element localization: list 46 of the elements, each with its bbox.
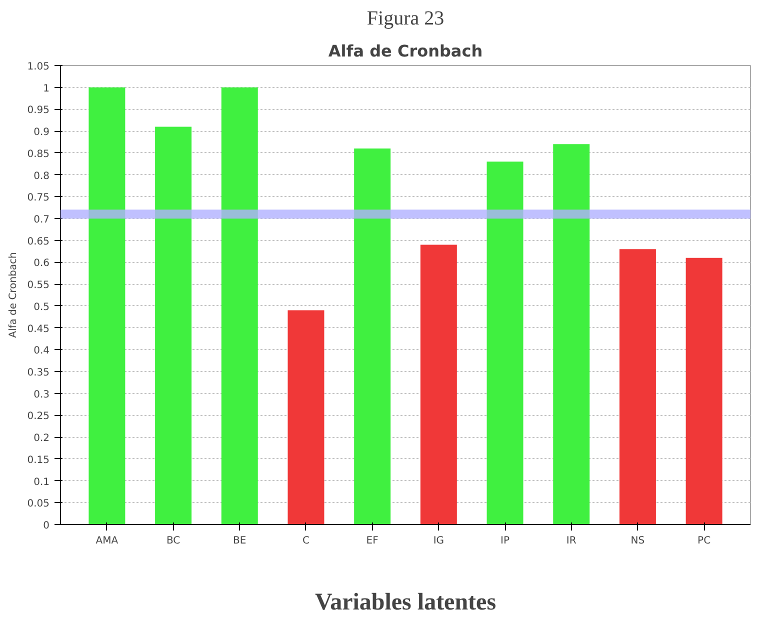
y-tick-label: 0.75	[27, 192, 50, 204]
x-tick-label: IP	[500, 536, 510, 546]
y-tick-label: 0.55	[27, 280, 50, 292]
x-tick-label: BE	[233, 536, 246, 546]
x-tick-label: PC	[698, 536, 711, 546]
y-axis-title: Alfa de Cronbach	[8, 252, 20, 338]
x-tick-label: BC	[166, 536, 180, 546]
x-tick-label: IR	[566, 536, 576, 546]
x-tick-label: AMA	[96, 536, 118, 546]
y-tick-label: 0.7	[34, 214, 50, 226]
x-tick-label: EF	[366, 536, 379, 546]
y-tick-label: 1	[43, 83, 50, 94]
x-tick-label: IG	[433, 536, 444, 546]
y-tick-label: 0.3	[34, 389, 50, 400]
bar	[288, 310, 324, 524]
y-tick-label: 0.25	[27, 411, 50, 422]
bar	[486, 162, 524, 524]
y-tick-label: 0.4	[34, 346, 50, 357]
y-tick-label: 0.9	[34, 127, 50, 138]
bar	[88, 87, 126, 524]
y-tick-label: 0.1	[34, 476, 50, 488]
bar	[155, 126, 192, 524]
chart-subtitle: Alfa de Cronbach	[328, 42, 483, 60]
y-tick-label: 0.05	[27, 498, 50, 510]
y-tick-label: 0.45	[27, 324, 50, 335]
y-tick-label: 0.95	[27, 105, 50, 116]
y-tick-label: 0.85	[27, 148, 50, 160]
y-tick-label: 0.8	[34, 170, 50, 182]
bar	[420, 244, 457, 524]
x-axis-title: Variables latentes	[314, 590, 496, 616]
y-tick-label: 0.15	[27, 454, 50, 466]
chart-title: Figura 23	[366, 8, 444, 30]
bar	[619, 249, 656, 524]
bar	[553, 144, 590, 524]
x-tick-label: C	[302, 536, 310, 546]
y-tick-label: 0.35	[27, 368, 50, 378]
y-tick-label: 0.5	[34, 302, 50, 313]
y-tick-label: 0.6	[34, 258, 50, 270]
bar	[221, 87, 258, 524]
x-tick-label: NS	[630, 536, 645, 546]
y-tick-label: 0	[43, 520, 50, 532]
bar	[686, 258, 722, 524]
bar	[354, 148, 391, 524]
y-tick-label: 0.2	[34, 433, 50, 444]
y-tick-label: 1.05	[27, 62, 50, 72]
y-tick-label: 0.65	[27, 236, 50, 248]
